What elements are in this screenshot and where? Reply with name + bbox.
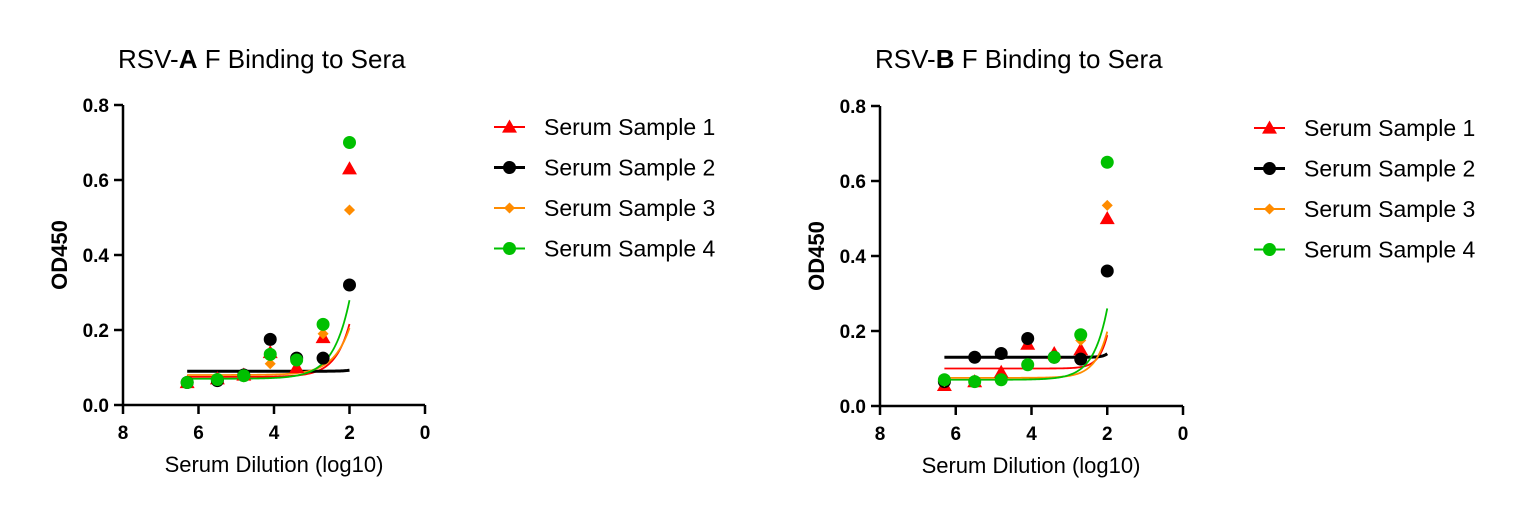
data-point bbox=[994, 373, 1008, 387]
chart-panel-b: RSV-B F Binding to Sera OD450 Serum Dilu… bbox=[804, 44, 1476, 478]
x-tick-label: 4 bbox=[1026, 424, 1037, 445]
legend-label: Serum Sample 2 bbox=[1304, 156, 1475, 182]
legend-label: Serum Sample 1 bbox=[1304, 115, 1475, 141]
data-point bbox=[210, 373, 224, 386]
data-point bbox=[1021, 358, 1035, 372]
legend-label: Serum Sample 4 bbox=[1304, 237, 1476, 263]
data-point bbox=[1021, 332, 1035, 345]
y-tick-label: 0.8 bbox=[840, 97, 866, 118]
legend-marker bbox=[503, 161, 516, 174]
chart-title: RSV-A F Binding to Sera bbox=[118, 44, 406, 74]
x-tick-label: 4 bbox=[269, 423, 280, 444]
legend-item: Serum Sample 3 bbox=[494, 195, 715, 221]
y-tick-label: 0.6 bbox=[83, 171, 109, 192]
data-point bbox=[937, 373, 951, 387]
legend-item: Serum Sample 1 bbox=[1254, 115, 1475, 141]
data-point bbox=[316, 317, 330, 331]
legend-item: Serum Sample 1 bbox=[494, 114, 715, 140]
data-point bbox=[1074, 328, 1088, 342]
legend-item: Serum Sample 4 bbox=[494, 236, 716, 262]
chart-title: RSV-B F Binding to Sera bbox=[875, 44, 1163, 74]
x-tick-label: 0 bbox=[420, 423, 431, 444]
data-point bbox=[343, 204, 356, 216]
data-point bbox=[343, 278, 356, 292]
data-point bbox=[994, 347, 1008, 360]
legend-marker bbox=[1263, 203, 1276, 215]
legend-item: Serum Sample 2 bbox=[494, 155, 715, 181]
data-point bbox=[237, 369, 251, 383]
data-point bbox=[263, 347, 277, 361]
y-tick-label: 0.2 bbox=[840, 322, 866, 343]
legend-marker bbox=[1262, 120, 1277, 134]
legend-item: Serum Sample 4 bbox=[1254, 237, 1476, 263]
data-point bbox=[1100, 264, 1114, 278]
x-tick-label: 8 bbox=[118, 423, 129, 444]
data-point bbox=[316, 351, 330, 365]
data-point bbox=[968, 375, 982, 389]
legend-marker bbox=[503, 202, 516, 214]
data-point bbox=[1073, 342, 1089, 356]
data-point bbox=[1099, 211, 1115, 225]
data-point bbox=[343, 136, 356, 149]
x-tick-label: 0 bbox=[1178, 424, 1189, 445]
y-axis-label: OD450 bbox=[804, 221, 829, 291]
data-point bbox=[342, 161, 357, 175]
y-tick-label: 0.4 bbox=[83, 246, 110, 267]
chart-panel-a: RSV-A F Binding to Sera OD450 Serum Dilu… bbox=[47, 44, 716, 477]
data-point bbox=[290, 353, 304, 367]
y-axis-label: OD450 bbox=[47, 220, 72, 290]
y-tick-label: 0.2 bbox=[83, 321, 109, 342]
legend-marker bbox=[503, 242, 516, 255]
legend-item: Serum Sample 2 bbox=[1254, 156, 1475, 182]
data-point bbox=[289, 360, 305, 374]
legend-item: Serum Sample 3 bbox=[1254, 196, 1475, 222]
data-point bbox=[1047, 350, 1061, 364]
legend-label: Serum Sample 3 bbox=[544, 195, 715, 221]
data-point bbox=[1100, 155, 1114, 169]
x-tick-label: 6 bbox=[193, 423, 204, 444]
legend-marker bbox=[502, 119, 517, 133]
y-tick-label: 0.4 bbox=[840, 247, 867, 268]
x-tick-label: 2 bbox=[1102, 424, 1113, 445]
data-point bbox=[317, 328, 329, 340]
x-tick-label: 2 bbox=[344, 423, 355, 444]
data-point bbox=[263, 332, 277, 346]
legend-marker bbox=[1263, 243, 1276, 256]
data-point bbox=[1074, 352, 1088, 366]
x-tick-label: 8 bbox=[875, 424, 886, 445]
legend-marker bbox=[1263, 162, 1276, 175]
fit-curve bbox=[187, 368, 350, 373]
legend-label: Serum Sample 3 bbox=[1304, 196, 1475, 222]
y-tick-label: 0.0 bbox=[83, 396, 109, 417]
legend-label: Serum Sample 2 bbox=[544, 155, 715, 181]
y-tick-label: 0.0 bbox=[840, 397, 866, 418]
data-point bbox=[1101, 199, 1113, 211]
x-axis-label: Serum Dilution (log10) bbox=[922, 453, 1141, 478]
legend-label: Serum Sample 1 bbox=[544, 114, 715, 140]
y-tick-label: 0.8 bbox=[83, 96, 109, 117]
legend-label: Serum Sample 4 bbox=[544, 236, 716, 262]
data-point bbox=[180, 376, 194, 389]
data-point bbox=[968, 350, 982, 364]
x-axis-label: Serum Dilution (log10) bbox=[165, 452, 384, 477]
y-tick-label: 0.6 bbox=[840, 172, 866, 193]
x-tick-label: 6 bbox=[950, 424, 961, 445]
data-point bbox=[264, 358, 276, 370]
